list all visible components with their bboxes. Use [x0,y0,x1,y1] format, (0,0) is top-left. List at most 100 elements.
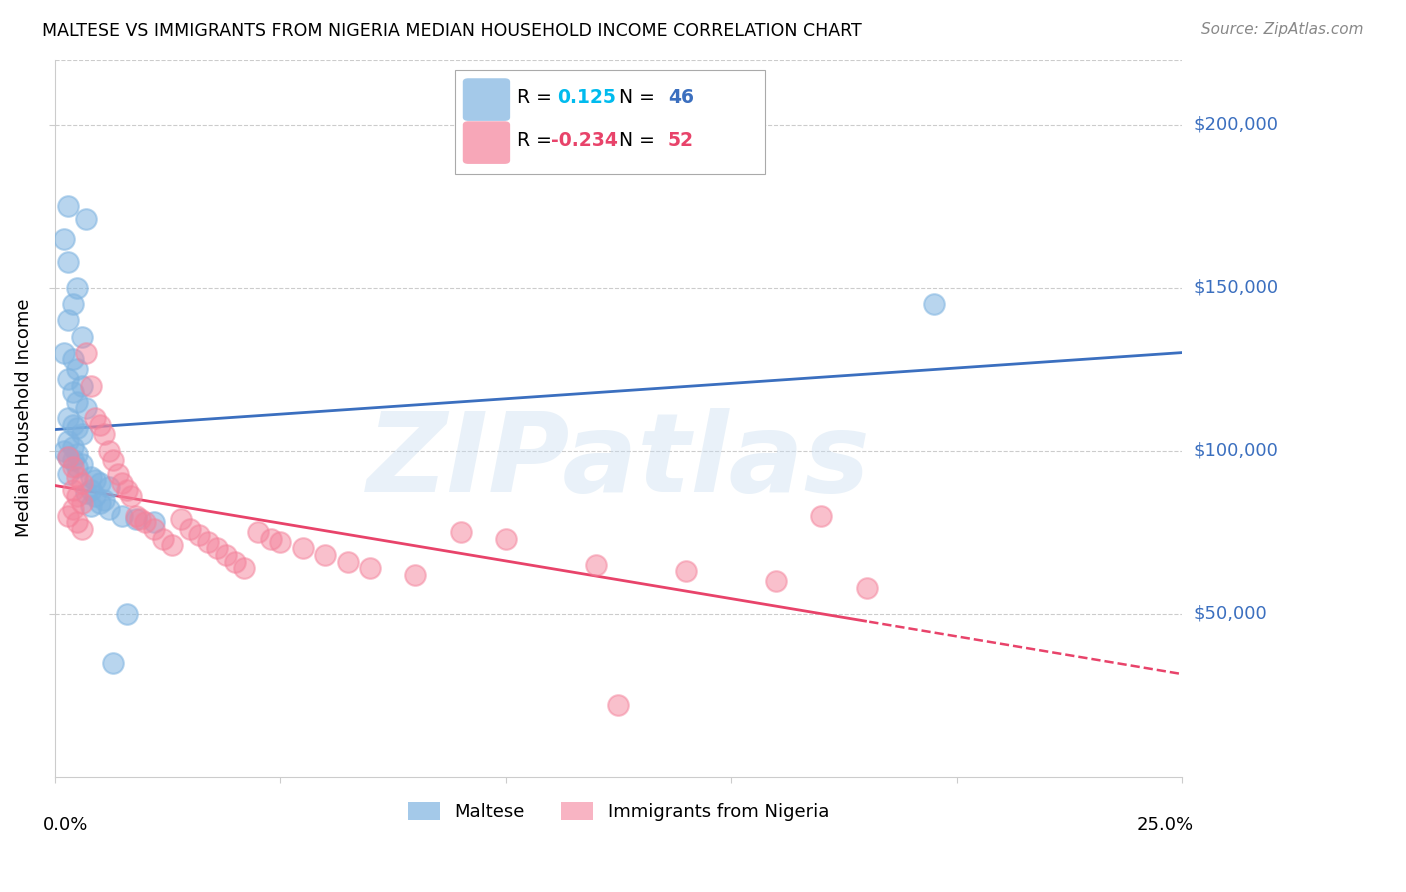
Point [62,441,84,455]
Text: R =: R = [517,88,558,107]
Point [187,528,209,542]
Point [79,470,101,484]
Point [66,421,89,435]
Point [260,532,283,546]
Point [70,329,93,343]
Point [179,522,201,536]
Y-axis label: Median Household Income: Median Household Income [15,299,32,537]
Point [56,372,79,386]
Point [93,492,115,507]
Point [56,411,79,425]
Point [585,558,607,572]
Point [359,561,381,575]
Text: $100,000: $100,000 [1194,442,1278,459]
Point [97,479,120,493]
Text: 46: 46 [668,88,695,107]
Point [205,541,228,556]
Point [62,417,84,432]
Point [120,489,142,503]
Point [246,525,269,540]
Point [125,512,148,526]
Point [66,394,89,409]
Text: Source: ZipAtlas.com: Source: ZipAtlas.com [1201,22,1364,37]
Point [66,362,89,376]
Point [66,447,89,461]
Point [70,378,93,392]
Point [56,313,79,327]
Point [66,470,89,484]
Point [810,508,832,523]
Point [56,434,79,448]
Point [115,483,138,497]
Point [495,532,517,546]
FancyBboxPatch shape [463,78,510,121]
Point [93,427,115,442]
Text: N =: N = [607,131,661,150]
Point [215,548,238,562]
Point [142,522,165,536]
Point [97,502,120,516]
Point [89,496,111,510]
Point [101,453,124,467]
Point [66,281,89,295]
Point [134,516,156,530]
Point [56,467,79,481]
Text: $150,000: $150,000 [1194,278,1278,297]
Point [75,401,97,416]
Point [52,232,75,246]
Point [97,443,120,458]
Point [56,199,79,213]
Point [922,297,945,311]
Point [62,502,84,516]
Point [269,535,291,549]
Point [142,516,165,530]
Point [115,607,138,621]
Point [56,450,79,465]
Point [62,297,84,311]
Point [62,453,84,467]
Point [224,555,246,569]
Point [52,443,75,458]
Text: -0.234: -0.234 [551,131,617,150]
Point [314,548,336,562]
Point [675,564,697,578]
Legend: Maltese, Immigrants from Nigeria: Maltese, Immigrants from Nigeria [401,795,837,829]
Point [56,508,79,523]
Point [125,508,148,523]
Point [70,476,93,491]
Point [70,496,93,510]
Point [197,535,219,549]
Point [66,489,89,503]
Point [79,499,101,513]
FancyBboxPatch shape [456,70,765,174]
Text: MALTESE VS IMMIGRANTS FROM NIGERIA MEDIAN HOUSEHOLD INCOME CORRELATION CHART: MALTESE VS IMMIGRANTS FROM NIGERIA MEDIA… [42,22,862,40]
Point [62,483,84,497]
Point [855,581,877,595]
Point [62,460,84,475]
Point [56,254,79,268]
FancyBboxPatch shape [463,121,510,164]
Point [66,460,89,475]
Point [70,457,93,471]
Point [84,489,107,503]
Point [291,541,314,556]
Text: ZIPatlas: ZIPatlas [367,408,870,515]
Point [62,352,84,367]
Point [52,346,75,360]
Text: $200,000: $200,000 [1194,116,1278,134]
Text: 25.0%: 25.0% [1136,816,1194,834]
Point [607,698,630,712]
Text: $50,000: $50,000 [1194,605,1267,623]
Point [404,567,426,582]
Point [70,427,93,442]
Text: N =: N = [607,88,661,107]
Point [160,538,183,552]
Point [101,656,124,670]
Point [111,476,134,491]
Point [79,378,101,392]
Point [75,486,97,500]
Point [84,411,107,425]
Point [765,574,787,588]
Point [233,561,256,575]
Point [56,450,79,465]
